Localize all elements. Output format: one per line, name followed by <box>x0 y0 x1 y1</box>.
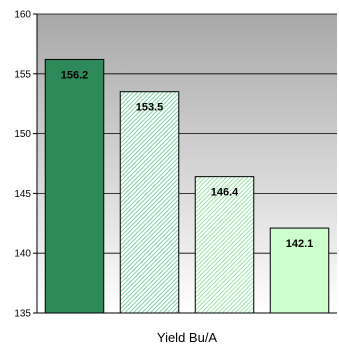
y-tick-label: 135 <box>14 309 31 320</box>
y-tick-label: 155 <box>14 69 31 80</box>
bar-2 <box>119 91 180 314</box>
data-label-1: 156.2 <box>61 69 89 81</box>
y-tick-label: 140 <box>14 249 31 260</box>
y-tick-label: 145 <box>14 189 31 200</box>
x-axis-label: Yield Bu/A <box>157 330 218 345</box>
axes: 135 140 145 150 155 160 <box>14 10 337 320</box>
data-label-3: 146.4 <box>211 187 239 199</box>
y-tick-label: 160 <box>14 10 31 21</box>
data-labels: 156.2 153.5 146.4 142.1 <box>61 69 314 250</box>
bar-1 <box>44 58 105 314</box>
data-label-2: 153.5 <box>136 102 164 114</box>
data-label-4: 142.1 <box>286 238 314 250</box>
y-tick-label: 150 <box>14 129 31 140</box>
bars <box>44 58 330 314</box>
